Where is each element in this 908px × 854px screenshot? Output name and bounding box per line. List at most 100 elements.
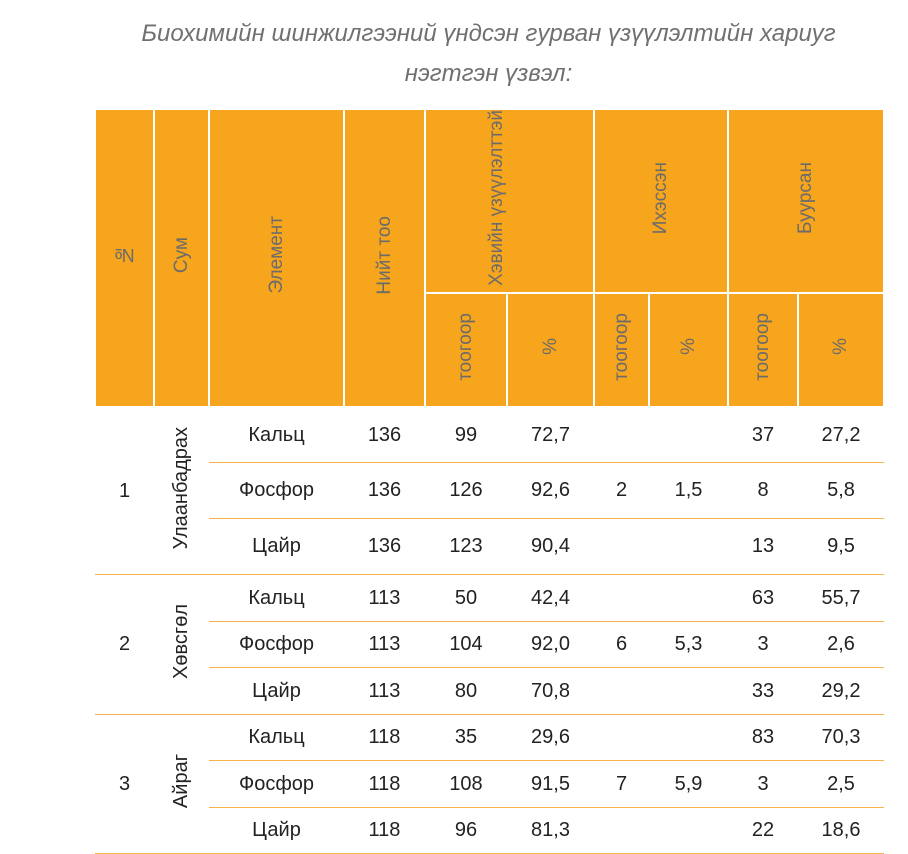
table-cell: Фосфор bbox=[209, 760, 344, 808]
table-cell bbox=[649, 667, 728, 715]
table-cell: 91,5 bbox=[507, 760, 594, 808]
table-cell: 81,3 bbox=[507, 807, 594, 854]
table-cell: 42,4 bbox=[507, 574, 594, 622]
table-row: 3 Айраг Кальц 118 35 29,6 83 70,3 bbox=[95, 714, 884, 854]
table-cell: 118 bbox=[344, 807, 425, 854]
table-cell bbox=[649, 574, 728, 622]
table-cell: 18,6 bbox=[798, 807, 884, 854]
table-cell: 70,3 bbox=[798, 714, 884, 762]
table-row: Цайр 118 96 81,3 22 18,6 bbox=[95, 807, 884, 854]
table-cell: 123 bbox=[425, 518, 507, 576]
table-cell: 27,2 bbox=[798, 406, 884, 464]
table-cell: 113 bbox=[344, 574, 425, 622]
table-cell: 136 bbox=[344, 462, 425, 520]
table-cell: 2,5 bbox=[798, 760, 884, 808]
table-row: Цайр 113 80 70,8 33 29,2 bbox=[95, 667, 884, 715]
table-cell: 136 bbox=[344, 406, 425, 464]
table-cell bbox=[594, 406, 649, 464]
header-sum: Сум bbox=[153, 108, 210, 408]
table-cell: 5,3 bbox=[649, 621, 728, 669]
table-cell: 83 bbox=[728, 714, 798, 762]
table-cell: 2,6 bbox=[798, 621, 884, 669]
table-cell: 96 bbox=[425, 807, 507, 854]
table-cell: 104 bbox=[425, 621, 507, 669]
table-cell: 99 bbox=[425, 406, 507, 464]
table-cell: 126 bbox=[425, 462, 507, 520]
table-cell: 3 bbox=[728, 621, 798, 669]
header-pct: % bbox=[648, 291, 729, 408]
header-no: № bbox=[94, 108, 155, 408]
table-row: 2 Хөвсгөл Кальц 113 50 42,4 63 55,7 bbox=[95, 574, 884, 715]
group-number: 1 bbox=[95, 406, 154, 576]
table-cell: 8 bbox=[728, 462, 798, 520]
header-pct: % bbox=[797, 291, 885, 408]
table-cell: 29,6 bbox=[507, 714, 594, 762]
results-table: № Сум Элемент Нийт тоо Хэвийн үзүүлэлттэ… bbox=[94, 108, 885, 854]
table-cell: Цайр bbox=[209, 807, 344, 854]
table-row: Фосфор 136 126 92,6 2 1,5 8 5,8 bbox=[95, 462, 884, 520]
header-pct: % bbox=[506, 291, 595, 408]
table-cell: Кальц bbox=[209, 714, 344, 762]
table-cell: 6 bbox=[594, 621, 649, 669]
table-cell bbox=[594, 518, 649, 576]
table-cell: 90,4 bbox=[507, 518, 594, 576]
group-number: 3 bbox=[95, 714, 154, 854]
header-count: тоогоор bbox=[424, 291, 508, 408]
table-cell: 37 bbox=[728, 406, 798, 464]
table-cell: 118 bbox=[344, 714, 425, 762]
table-row: Цайр 136 123 90,4 13 9,5 bbox=[95, 518, 884, 576]
table-cell: 1,5 bbox=[649, 462, 728, 520]
header-normal: Хэвийн үзүүлэлттэй bbox=[424, 108, 595, 294]
sum-name: Хөвсгөл bbox=[154, 574, 209, 715]
table-cell: Фосфор bbox=[209, 621, 344, 669]
sum-name: Улаанбадрах bbox=[154, 406, 209, 576]
table-cell: Кальц bbox=[209, 574, 344, 622]
table-cell: Цайр bbox=[209, 667, 344, 715]
table-cell bbox=[594, 574, 649, 622]
table-cell: Кальц bbox=[209, 406, 344, 464]
table-cell: 55,7 bbox=[798, 574, 884, 622]
sum-name: Айраг bbox=[154, 714, 209, 854]
table-cell: 50 bbox=[425, 574, 507, 622]
table-cell: 70,8 bbox=[507, 667, 594, 715]
table-cell: 22 bbox=[728, 807, 798, 854]
header-element: Элемент bbox=[208, 108, 345, 408]
table-cell: 5,8 bbox=[798, 462, 884, 520]
table-cell: 113 bbox=[344, 667, 425, 715]
header-total: Нийт тоо bbox=[343, 108, 426, 408]
table-cell: 113 bbox=[344, 621, 425, 669]
table-cell: 33 bbox=[728, 667, 798, 715]
table-cell: 9,5 bbox=[798, 518, 884, 576]
table-cell: 92,6 bbox=[507, 462, 594, 520]
table-cell: 136 bbox=[344, 518, 425, 576]
table-cell: 35 bbox=[425, 714, 507, 762]
table-cell: Фосфор bbox=[209, 462, 344, 520]
table-cell: 7 bbox=[594, 760, 649, 808]
table-cell bbox=[649, 518, 728, 576]
table-cell bbox=[594, 807, 649, 854]
table-cell: Цайр bbox=[209, 518, 344, 576]
table-cell: 29,2 bbox=[798, 667, 884, 715]
header-count: тоогоор bbox=[593, 291, 650, 408]
table-cell bbox=[649, 406, 728, 464]
page-title: Биохимийн шинжилгээний үндсэн гурван үзү… bbox=[141, 20, 836, 87]
header-high: Ихэссэн bbox=[593, 108, 729, 294]
table-cell bbox=[649, 714, 728, 762]
table-cell: 3 bbox=[728, 760, 798, 808]
table-cell: 2 bbox=[594, 462, 649, 520]
table-cell bbox=[594, 714, 649, 762]
header-low: Буурсан bbox=[727, 108, 885, 294]
table-cell bbox=[649, 807, 728, 854]
header-count: тоогоор bbox=[727, 291, 799, 408]
table-cell: 118 bbox=[344, 760, 425, 808]
table-cell: 5,9 bbox=[649, 760, 728, 808]
table-row: Фосфор 113 104 92,0 6 5,3 3 2,6 bbox=[95, 621, 884, 669]
table-row: 1 Улаанбадрах Кальц 136 99 72,7 37 27,2 bbox=[95, 406, 884, 576]
table-cell: 80 bbox=[425, 667, 507, 715]
table-cell: 92,0 bbox=[507, 621, 594, 669]
table-cell: 108 bbox=[425, 760, 507, 808]
table-row: Фосфор 118 108 91,5 7 5,9 3 2,5 bbox=[95, 760, 884, 808]
table-cell: 63 bbox=[728, 574, 798, 622]
group-number: 2 bbox=[95, 574, 154, 715]
table-cell: 13 bbox=[728, 518, 798, 576]
